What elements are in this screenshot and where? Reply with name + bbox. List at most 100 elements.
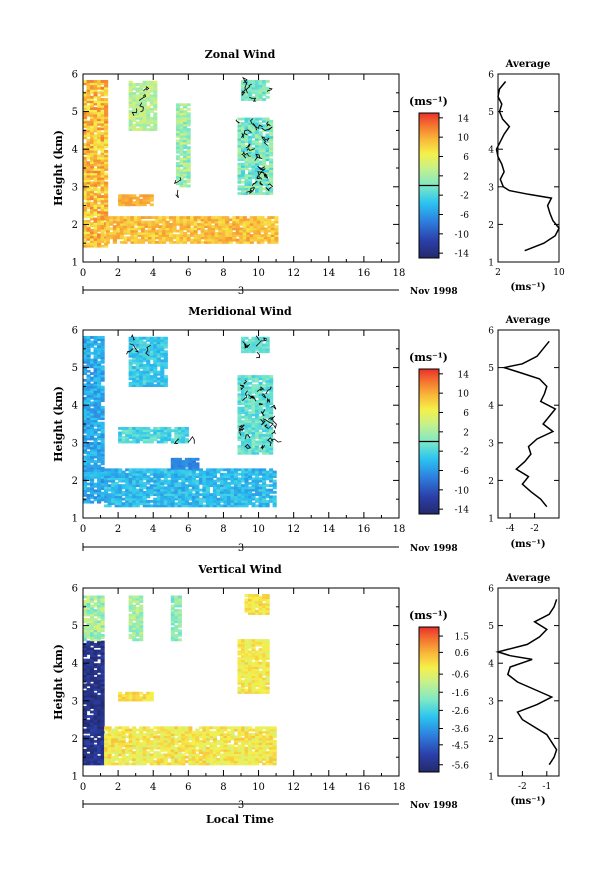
heatmap-cell bbox=[97, 237, 102, 241]
heatmap-cell bbox=[125, 433, 130, 437]
heatmap-cell bbox=[128, 336, 133, 340]
contour-line bbox=[264, 424, 269, 429]
heatmap-cell bbox=[135, 757, 140, 761]
heatmap-cell bbox=[204, 229, 209, 233]
heatmap-cell bbox=[248, 733, 253, 736]
heatmap-cell bbox=[86, 244, 91, 248]
heatmap-cell bbox=[209, 733, 214, 736]
heatmap-cell bbox=[93, 475, 98, 479]
heatmap-cell bbox=[262, 343, 267, 347]
heatmap-cell bbox=[86, 242, 91, 246]
heatmap-cell bbox=[169, 240, 174, 244]
heatmap-cell bbox=[202, 762, 207, 766]
heatmap-cell bbox=[90, 717, 95, 721]
heatmap-cell bbox=[128, 484, 133, 488]
contour-line bbox=[174, 438, 179, 445]
heatmap-cell bbox=[125, 484, 130, 488]
heatmap-cell bbox=[223, 486, 228, 490]
heatmap-cell bbox=[253, 220, 258, 224]
heatmap-cell bbox=[140, 234, 146, 238]
heatmap-cell bbox=[176, 166, 181, 170]
heatmap-cell bbox=[86, 204, 91, 207]
contour-line bbox=[249, 96, 257, 102]
heatmap-cell bbox=[184, 477, 189, 481]
heatmap-cell bbox=[202, 726, 207, 730]
heatmap-cell bbox=[181, 499, 186, 503]
heatmap-cell bbox=[205, 730, 210, 734]
heatmap-cell bbox=[83, 645, 88, 649]
heatmap-cell bbox=[174, 488, 179, 492]
heatmap-cell bbox=[239, 216, 244, 219]
heatmap-cell bbox=[107, 468, 112, 472]
heatmap-cell bbox=[162, 238, 167, 242]
heatmap-cell bbox=[118, 484, 123, 488]
heatmap-cell bbox=[83, 760, 88, 764]
heatmap-cells bbox=[83, 80, 279, 248]
heatmap-cell bbox=[105, 227, 110, 231]
heatmap-cell bbox=[262, 153, 267, 157]
heatmap-cell bbox=[262, 468, 267, 472]
heatmap-cell bbox=[209, 470, 214, 474]
heatmap-cell bbox=[97, 656, 102, 660]
heatmap-cell bbox=[179, 139, 184, 143]
heatmap-cell bbox=[200, 240, 205, 244]
heatmap-cell bbox=[230, 481, 235, 485]
heatmap-cell bbox=[100, 179, 105, 183]
heatmap-cell bbox=[153, 477, 158, 481]
heatmap-cell bbox=[128, 735, 133, 739]
heatmap-cell bbox=[86, 358, 91, 362]
heatmap-cell bbox=[153, 755, 158, 759]
heatmap-cell bbox=[97, 215, 102, 219]
heatmap-cell bbox=[147, 231, 153, 235]
heatmap-cell bbox=[174, 433, 179, 437]
heatmap-cell bbox=[97, 417, 102, 421]
heatmap-cell bbox=[93, 217, 98, 221]
heatmap-cell bbox=[195, 466, 200, 470]
heatmap-cell bbox=[262, 499, 267, 503]
heatmap-cell bbox=[104, 192, 109, 196]
heatmap-cell bbox=[207, 216, 212, 219]
heatmap-cell bbox=[170, 479, 175, 483]
heatmap-cell bbox=[86, 421, 91, 425]
heatmap-cell bbox=[151, 222, 156, 226]
heatmap-cell bbox=[260, 240, 265, 244]
heatmap-cell bbox=[97, 493, 102, 497]
heatmap-cell bbox=[135, 379, 140, 383]
heatmap-cell bbox=[177, 762, 182, 766]
heatmap-cell bbox=[93, 699, 98, 703]
heatmap-cell bbox=[262, 475, 267, 478]
heatmap-cell bbox=[233, 490, 239, 494]
heatmap-cell bbox=[251, 422, 256, 426]
heatmap-cell bbox=[86, 154, 91, 158]
heatmap-cell bbox=[241, 343, 246, 347]
heatmap-cell bbox=[249, 227, 254, 231]
heatmap-cell bbox=[83, 663, 88, 667]
heatmap-cell bbox=[93, 235, 98, 239]
heatmap-cell bbox=[248, 377, 253, 381]
heatmap-cell bbox=[100, 365, 105, 369]
heatmap-cell bbox=[156, 379, 161, 383]
heatmap-cell bbox=[233, 746, 239, 750]
heatmap-cell bbox=[177, 484, 182, 488]
heatmap-cell bbox=[174, 746, 179, 750]
heatmap-cell bbox=[223, 477, 228, 481]
heatmap-cell bbox=[265, 80, 270, 83]
heatmap-cell bbox=[100, 726, 105, 730]
heatmap-cell bbox=[186, 146, 191, 150]
heatmap-cell bbox=[119, 225, 124, 229]
heatmap-cell bbox=[111, 746, 116, 750]
heatmap-cell bbox=[251, 728, 256, 732]
heatmap-cell bbox=[255, 151, 260, 155]
heatmap-cell bbox=[167, 499, 172, 503]
heatmap-cell bbox=[262, 388, 267, 392]
heatmap-cell bbox=[237, 490, 242, 494]
heatmap-cell bbox=[149, 96, 154, 100]
heatmap-cell bbox=[132, 339, 137, 342]
heatmap-cell bbox=[181, 737, 186, 741]
heatmap-cell bbox=[128, 475, 133, 478]
heatmap-cell bbox=[100, 89, 105, 92]
heatmap-cell bbox=[244, 91, 249, 95]
heatmap-cell bbox=[226, 735, 232, 739]
heatmap-cell bbox=[97, 100, 102, 104]
heatmap-cell bbox=[244, 95, 249, 99]
